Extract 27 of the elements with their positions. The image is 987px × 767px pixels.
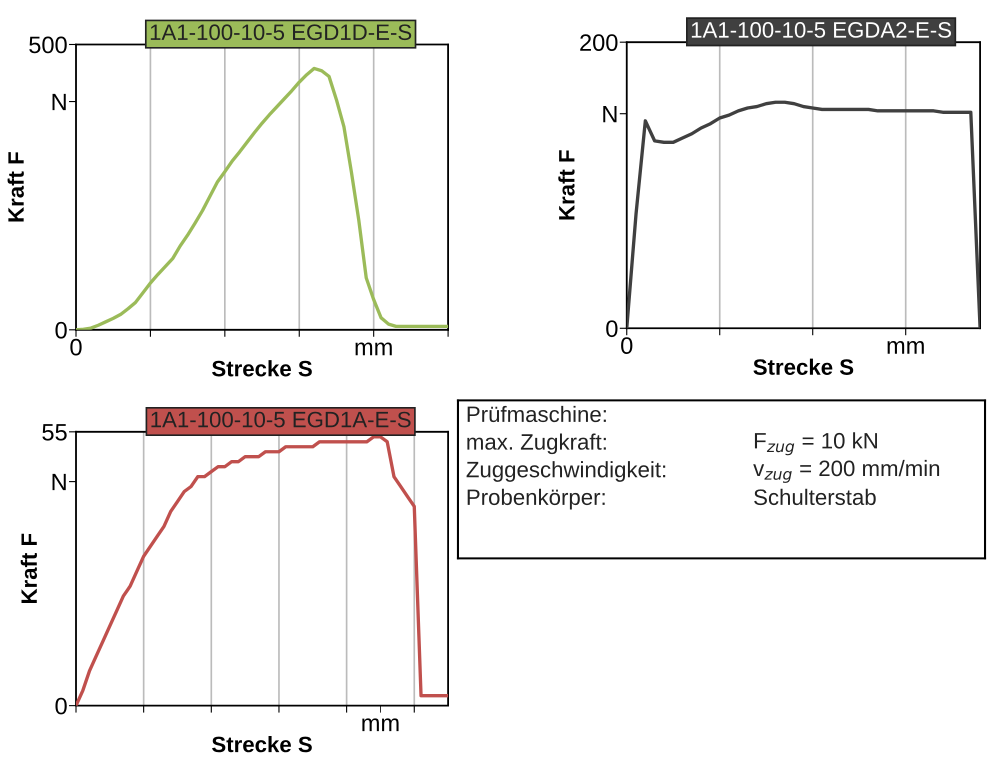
y-tick-label: 0 (55, 322, 67, 339)
x-tick-label: 0 (70, 338, 82, 356)
y-tick-label: 0 (606, 320, 618, 338)
y-tick-label: 55 (42, 424, 67, 441)
y-tick-label: 0 (55, 698, 67, 714)
text: Probenkörper: Schulterstab (468, 488, 876, 510)
chart-title: 1A1-100-10-5 EGD1D-E-S (150, 24, 412, 40)
y-axis-title: Kraft F (20, 534, 38, 604)
x-tick-label: mm (362, 718, 399, 732)
x-axis-title: Strecke S (212, 736, 312, 752)
y-axis-title: Kraft F (8, 152, 24, 222)
y-tick-label: N (52, 94, 66, 110)
y-axis-title: Kraft F (558, 150, 575, 220)
x-axis-title: Strecke S (212, 360, 312, 376)
text: Prüfmaschine: (468, 406, 606, 422)
x-tick-label: 0 (621, 337, 632, 354)
y-tick-label: N (52, 474, 66, 490)
text: max. Zugkraft: F$_{zug}$ = 10 kN (467, 432, 877, 456)
chart-title: 1A1-100-10-5 EGDA2-E-S (692, 22, 951, 38)
x-axis-title: Strecke S (753, 358, 854, 375)
y-tick-label: N (603, 106, 616, 122)
y-tick-label: 200 (580, 34, 618, 51)
y-tick-label: 500 (29, 36, 67, 54)
x-tick-label: mm (356, 342, 392, 356)
text: Zuggeschwindigkeit: v$_{zug}$ = 200 mm/min (466, 460, 940, 483)
chart-title: 1A1-100-10-5 EGD1A-E-S (151, 412, 411, 428)
x-tick-label: mm (888, 341, 924, 354)
